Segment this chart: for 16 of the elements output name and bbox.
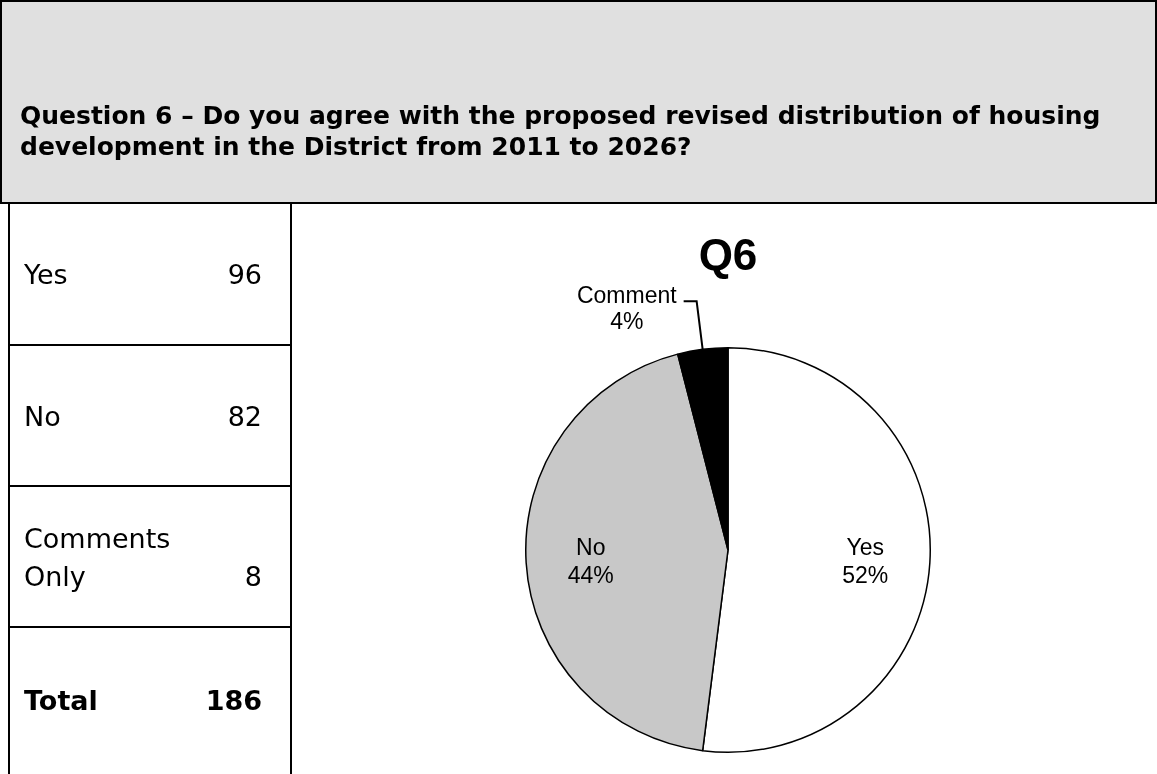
text: No	[24, 399, 62, 434]
text: Comments Only	[24, 521, 172, 594]
text: 8	[244, 559, 262, 594]
text: Total	[24, 684, 99, 718]
slice-label: Yes	[846, 533, 885, 560]
chart-title: Q6	[697, 229, 759, 281]
data-label: 44%	[567, 561, 614, 588]
slice-label: Comment	[576, 282, 678, 309]
slice-label: No	[576, 533, 606, 560]
text: 82	[227, 399, 262, 434]
data-label: 52%	[842, 561, 889, 588]
text: Yes	[24, 257, 69, 292]
text: Question 6 – Do you agree with the proposed revised distribution of housing development in the District from 2011 to 2026?	[20, 100, 1102, 162]
text: 186	[205, 684, 262, 718]
text: 96	[227, 257, 262, 292]
data-label: 4%	[610, 308, 644, 335]
